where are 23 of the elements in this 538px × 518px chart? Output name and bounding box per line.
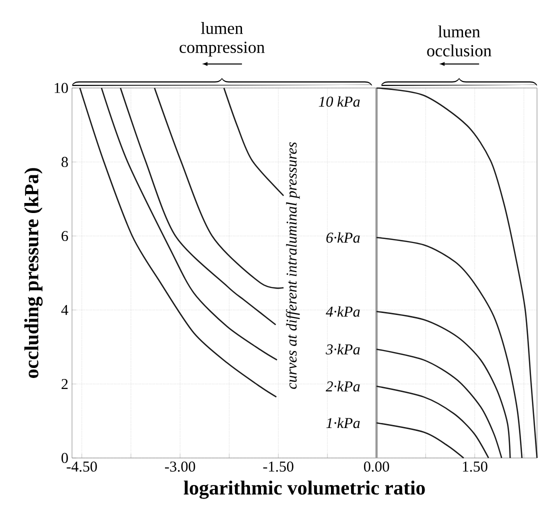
x-tick-label: 1.50: [462, 462, 488, 472]
y-tick-label: 4: [61, 305, 68, 315]
y-axis-title: occluding pressure (kPa): [24, 168, 43, 378]
x-tick-label: -3.00: [164, 462, 196, 472]
series-label: 10 kPa: [318, 96, 360, 107]
series-label: 3·kPa: [326, 344, 360, 354]
line-series: [376, 87, 538, 459]
y-tick-label: 6: [62, 230, 68, 242]
series-label: 4·kPa: [326, 306, 360, 317]
series-label: 6·kPa: [326, 232, 360, 243]
x-tick-label: -4.50: [66, 462, 97, 472]
text: lumen compression: [180, 22, 265, 56]
y-tick-label: 0: [62, 452, 68, 464]
x-axis-title: logarithmic volumetric ratio: [184, 480, 425, 499]
series-label: 1·kPa: [326, 418, 360, 428]
y-tick-label: 8: [62, 156, 68, 168]
series-label: 2·kPa: [326, 380, 360, 392]
y-tick-label: 2: [62, 379, 68, 389]
x-tick-label: 0.00: [364, 462, 390, 472]
y-tick-label: 10: [54, 82, 68, 94]
text: lumen occlusion: [427, 25, 492, 56]
x-tick-label: -1.50: [263, 462, 294, 472]
annotation: curves at different intraluminal pressures: [286, 142, 300, 389]
